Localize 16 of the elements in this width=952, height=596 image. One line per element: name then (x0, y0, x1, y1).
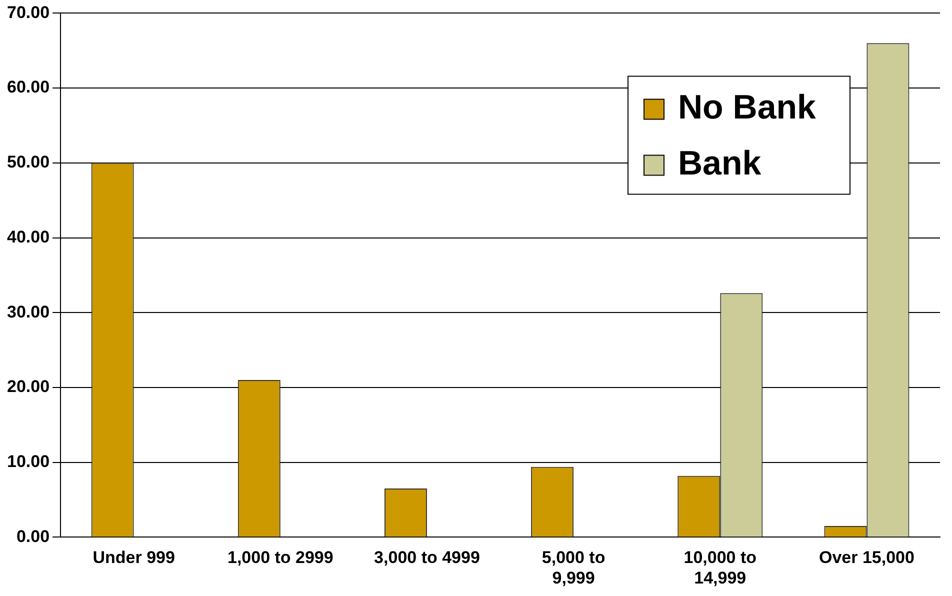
x-tick-label: 1,000 to 2999 (227, 548, 334, 568)
y-tick-label: 70.00 (6, 2, 50, 22)
legend-label: No Bank (678, 88, 816, 127)
x-tick-label: 3,000 to 4999 (374, 548, 480, 568)
x-tick-label: 10,000 to 14,999 (684, 548, 757, 588)
y-tick-label: 60.00 (6, 78, 50, 97)
y-tick-label: 20.00 (6, 377, 50, 396)
x-tick-label: Over 15,000 (818, 548, 914, 568)
y-tick-label: 0.00 (16, 526, 50, 546)
x-tick-label: Under 999 (92, 548, 175, 568)
x-tick-label: 5,000 to 9,999 (542, 548, 606, 588)
y-tick-label: 40.00 (6, 227, 50, 246)
y-tick-label: 10.00 (6, 452, 50, 472)
legend-label: Bank (678, 144, 762, 183)
y-tick-label: 50.00 (6, 152, 50, 172)
y-tick-label: 30.00 (6, 302, 50, 322)
